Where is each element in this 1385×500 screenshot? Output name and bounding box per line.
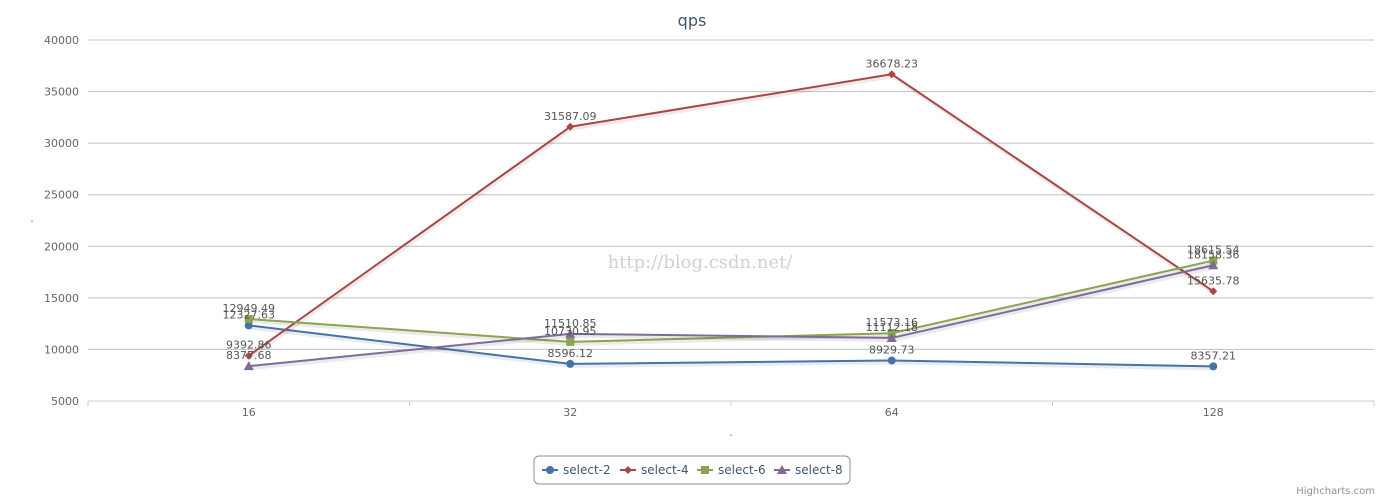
data-label-select-2: 8596.12: [548, 347, 594, 360]
x-tick-label: 32: [563, 406, 577, 419]
y-tick-label: 40000: [44, 34, 79, 47]
y-tick-label: 25000: [44, 189, 79, 202]
data-point-select-6: [566, 337, 575, 346]
data-point-select-8: [243, 361, 254, 371]
series-line-select-8: [248, 264, 1214, 368]
data-point-select-8: [1208, 260, 1219, 270]
y-tick-label: 35000: [44, 86, 79, 99]
data-point-select-4: [566, 122, 575, 131]
data-label-select-6: 18615.54: [1187, 244, 1240, 257]
legend-label: select-6: [718, 463, 766, 477]
legend-box: [533, 455, 851, 485]
legend-symbol-marker: [624, 466, 632, 474]
data-label-select-4: 31587.09: [544, 110, 597, 123]
series-line-select-2: [248, 324, 1214, 368]
data-point-select-4: [887, 70, 896, 79]
x-axis-title: .: [729, 426, 733, 439]
credits-link[interactable]: Highcharts.com: [1296, 486, 1375, 497]
series-shadow-select-6: [249, 260, 1215, 346]
y-tick-label: 5000: [51, 395, 79, 408]
data-label-select-8: 11112.18: [866, 321, 919, 334]
legend-label: select-8: [795, 463, 843, 477]
series-line-select-6: [248, 259, 1214, 343]
x-tick-label: 16: [242, 406, 256, 419]
y-tick-label: 10000: [44, 343, 79, 356]
data-point-select-8: [565, 328, 576, 338]
legend-item-select-6[interactable]: select-6: [697, 463, 766, 477]
data-label-select-6: 12949.49: [223, 302, 276, 315]
data-point-select-6: [244, 315, 253, 324]
chart-title: qps: [678, 11, 707, 30]
data-label-select-4: 9392.86: [226, 339, 272, 352]
series-shadow-select-2: [249, 325, 1215, 371]
y-axis-title: .: [30, 212, 34, 225]
y-axis: 5000 10000 15000 20000 25000 30000 35000 40000: [44, 34, 79, 408]
data-labels: 12327.63 8596.12 8929.73 8357.21 9392.86 3158…: [223, 57, 1240, 362]
data-label-select-8: 8377.68: [226, 349, 272, 362]
series-shadow-select-4: [248, 74, 1216, 360]
x-tick-label: 128: [1203, 406, 1224, 419]
legend-item-select-2[interactable]: select-2: [542, 463, 611, 477]
legend-symbol-marker: [701, 466, 709, 474]
data-point-select-2: [244, 321, 253, 330]
x-axis: 16 32 64 128: [87, 400, 1375, 419]
y-tick-label: 15000: [44, 292, 79, 305]
data-label-select-2: 8357.21: [1191, 349, 1237, 362]
data-label-select-2: 8929.73: [869, 343, 915, 356]
data-point-select-2: [887, 356, 896, 365]
data-point-select-4: [1209, 287, 1218, 296]
legend-symbol-marker: [546, 466, 554, 474]
series-shadow-select-8: [249, 265, 1215, 371]
legend[interactable]: select-2 select-4 select-6 select-8: [533, 455, 851, 485]
data-point-select-4: [244, 351, 253, 360]
data-point-select-2: [1209, 362, 1218, 371]
data-point-select-2: [566, 359, 575, 368]
data-label-select-4: 36678.23: [866, 57, 919, 70]
legend-label: select-2: [563, 463, 611, 477]
watermark: http://blog.csdn.net/: [608, 252, 794, 273]
legend-item-select-4[interactable]: select-4: [620, 463, 689, 477]
y-gridlines: [88, 39, 1374, 402]
data-point-select-8: [886, 332, 897, 342]
x-tick-label: 64: [885, 406, 899, 419]
data-label-select-6: 10730.95: [544, 325, 597, 338]
legend-label: select-4: [641, 463, 689, 477]
data-label-select-8: 11510.85: [544, 317, 597, 330]
legend-symbol-marker: [777, 465, 787, 474]
data-label-select-8: 18158.36: [1187, 248, 1240, 261]
data-label-select-4: 15635.78: [1187, 274, 1240, 287]
legend-item-select-8[interactable]: select-8: [774, 463, 843, 477]
data-label-select-6: 11573.16: [866, 316, 919, 329]
y-tick-label: 20000: [44, 240, 79, 253]
y-tick-label: 30000: [44, 137, 79, 150]
series-line-select-4: [248, 73, 1214, 357]
series-group: [243, 70, 1219, 371]
data-label-select-2: 12327.63: [223, 308, 276, 321]
